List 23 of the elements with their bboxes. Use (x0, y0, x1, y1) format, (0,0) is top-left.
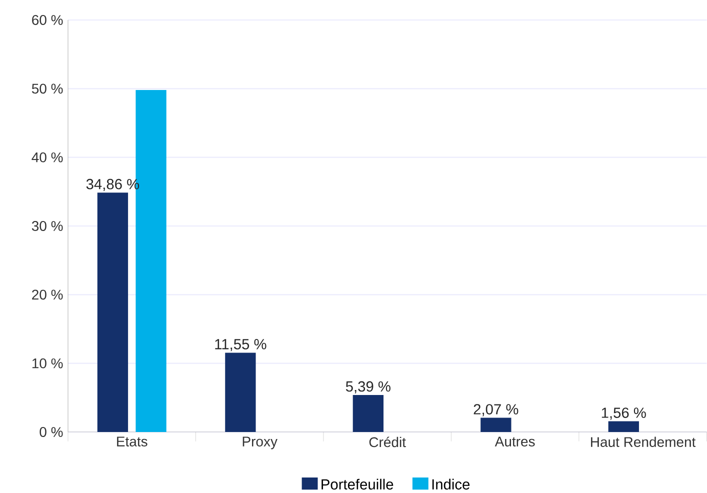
x-tick-label: Haut Rendement (591, 436, 696, 447)
bar (97, 192, 128, 432)
y-tick-label: 30 % (32, 221, 63, 231)
data-label: 11,55 % (215, 339, 266, 352)
legend-label: Portefeuille (322, 478, 394, 490)
x-tick-label: Proxy (242, 436, 278, 450)
y-tick-label: 0 % (40, 427, 63, 437)
data-label: 5,39 % (346, 381, 390, 394)
bar (225, 352, 256, 432)
y-tick-label: 40 % (32, 152, 63, 162)
x-tick-label: Etats (117, 436, 148, 446)
x-tick-label: Autres (494, 436, 535, 446)
x-tick-label: Crédit (369, 436, 406, 448)
y-tick-label: 20 % (32, 290, 63, 300)
data-label: 1,56 % (602, 408, 646, 420)
bar (480, 418, 512, 432)
y-tick-label: 10 % (32, 358, 63, 368)
data-label: 2,07 % (474, 404, 518, 416)
y-tick-label: 60 % (32, 15, 63, 25)
y-tick-label: 50 % (32, 84, 63, 94)
bar (352, 394, 384, 432)
bar (608, 421, 639, 432)
legend-label: Indice (432, 478, 470, 490)
